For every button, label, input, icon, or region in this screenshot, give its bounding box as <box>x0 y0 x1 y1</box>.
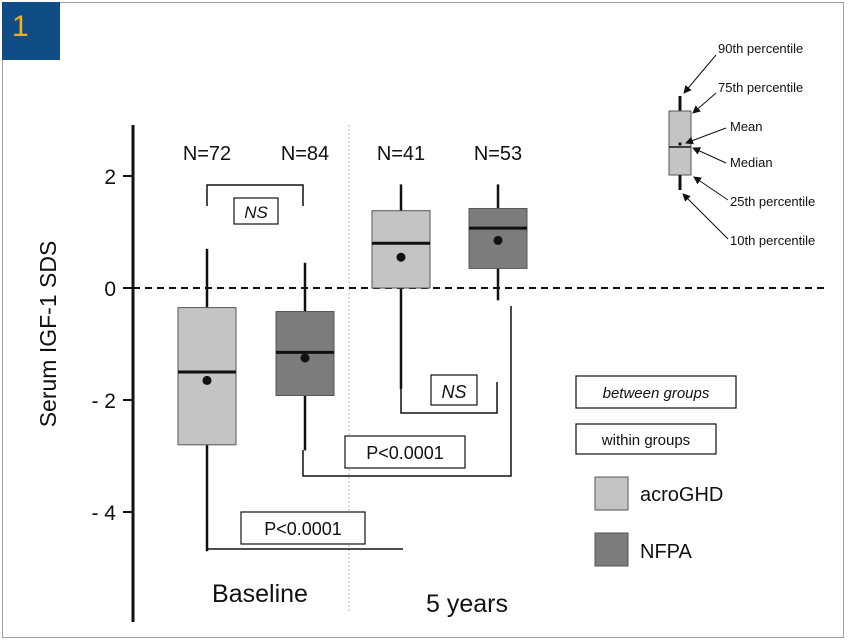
boxplot-key: 90th percentile 75th percentile Mean Med… <box>668 41 815 248</box>
bracket-p-acroghd <box>206 524 403 550</box>
ns-label-5years: NS <box>441 382 466 402</box>
ns-box-baseline <box>233 197 279 225</box>
legend-label-nfpa: NFPA <box>640 541 693 563</box>
legend-swatch-nfpa <box>594 532 629 567</box>
n-label-5y-nfpa: N=53 <box>474 143 522 165</box>
key-arrow-median <box>692 147 727 164</box>
bracket-ns-5years <box>400 382 498 414</box>
p-box-acroghd <box>240 511 366 545</box>
p-label-acroghd: P<0.0001 <box>264 519 342 539</box>
key-arrow-p10 <box>682 193 729 240</box>
p-box-nfpa <box>344 435 466 469</box>
legend-swatch-acroghd <box>594 476 629 511</box>
y-tick-label-1: 0 <box>104 278 116 301</box>
y-ticks: 2 0 - 2 - 4 <box>91 166 133 525</box>
group-label-5-years: 5 years <box>426 590 508 618</box>
key-label-mean: Mean <box>730 119 763 134</box>
key-arrow-p90 <box>683 54 717 94</box>
legend-between-label: between groups <box>603 385 710 402</box>
y-tick-label-3: - 4 <box>91 502 116 525</box>
box-5y-acroghd <box>371 210 431 289</box>
figure-number-badge: 1 <box>2 2 60 60</box>
mean-dot-5y-nfpa <box>493 235 503 245</box>
n-label-baseline-acroghd: N=72 <box>183 143 231 165</box>
key-label-p25: 25th percentile <box>730 194 815 209</box>
ns-label-baseline: NS <box>244 203 268 222</box>
key-label-p90: 90th percentile <box>718 41 803 56</box>
group-label-baseline: Baseline <box>212 580 308 608</box>
key-arrow-mean <box>685 127 727 145</box>
mean-dot-5y-acroghd <box>396 252 406 262</box>
y-tick-label-0: 2 <box>104 166 116 189</box>
legend-within-box <box>575 423 717 455</box>
key-label-median: Median <box>730 155 773 170</box>
key-arrow-p75 <box>692 92 717 114</box>
key-label-p10: 10th percentile <box>730 233 815 248</box>
y-axis-label: Serum IGF-1 SDS <box>35 241 61 428</box>
legend-between-box <box>575 375 737 409</box>
ns-box-5years <box>430 374 478 406</box>
key-mean-dot <box>678 142 682 146</box>
legend-within-label: within groups <box>601 432 690 449</box>
y-tick-label-2: - 2 <box>91 390 116 413</box>
key-label-p75: 75th percentile <box>718 80 803 95</box>
box-series <box>177 184 528 552</box>
key-arrow-p25 <box>693 176 729 201</box>
figure-number: 1 <box>12 10 29 43</box>
legend-label-acroghd: acroGHD <box>640 484 723 506</box>
n-label-5y-acroghd: N=41 <box>377 143 425 165</box>
mean-dot-baseline-nfpa <box>300 353 310 363</box>
p-label-nfpa: P<0.0001 <box>366 443 444 463</box>
n-label-baseline-nfpa: N=84 <box>281 143 329 165</box>
bracket-p-nfpa <box>302 306 512 477</box>
mean-dot-baseline-acroghd <box>202 375 212 385</box>
bracket-ns-baseline <box>206 184 304 206</box>
